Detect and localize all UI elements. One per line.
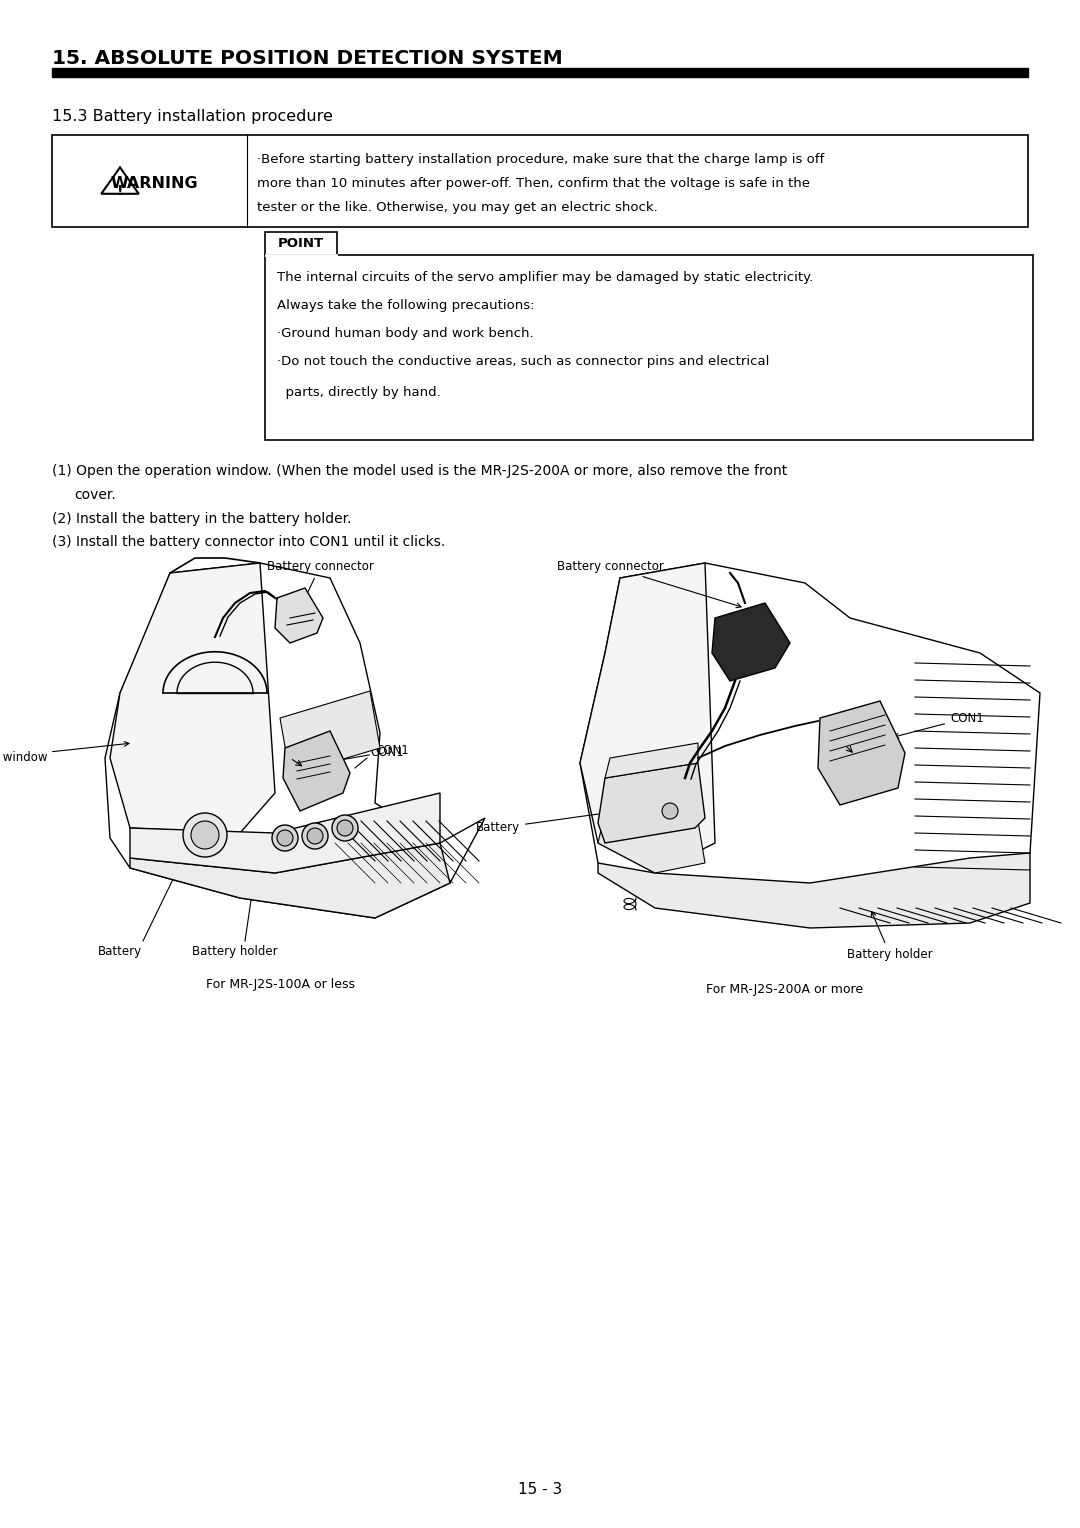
Polygon shape <box>598 853 1030 927</box>
Text: !: ! <box>117 183 123 199</box>
Circle shape <box>183 813 227 857</box>
Text: Operation window: Operation window <box>0 741 129 764</box>
Text: For MR-J2S-200A or more: For MR-J2S-200A or more <box>706 983 864 996</box>
Polygon shape <box>283 730 350 811</box>
Text: CON1: CON1 <box>327 744 408 764</box>
Text: 15. ABSOLUTE POSITION DETECTION SYSTEM: 15. ABSOLUTE POSITION DETECTION SYSTEM <box>52 49 563 67</box>
Polygon shape <box>280 691 380 775</box>
Text: (3) Install the battery connector into CON1 until it clicks.: (3) Install the battery connector into C… <box>52 535 445 549</box>
Text: Battery connector: Battery connector <box>267 559 374 611</box>
Bar <box>265 232 337 255</box>
Polygon shape <box>605 743 698 778</box>
Polygon shape <box>818 701 905 805</box>
Text: The internal circuits of the servo amplifier may be damaged by static electricit: The internal circuits of the servo ampli… <box>276 270 813 284</box>
Text: (1) Open the operation window. (When the model used is the MR-J2S-200A or more, : (1) Open the operation window. (When the… <box>52 465 787 478</box>
Text: parts, directly by hand.: parts, directly by hand. <box>276 385 441 399</box>
Text: Battery holder: Battery holder <box>847 912 933 961</box>
Text: (2) Install the battery in the battery holder.: (2) Install the battery in the battery h… <box>52 512 351 526</box>
Polygon shape <box>130 793 440 872</box>
Polygon shape <box>580 562 1040 923</box>
Circle shape <box>276 830 293 847</box>
Text: Always take the following precautions:: Always take the following precautions: <box>276 299 535 312</box>
Bar <box>52 69 1028 76</box>
Text: Battery: Battery <box>98 944 143 958</box>
Circle shape <box>191 821 219 850</box>
Text: 15 - 3: 15 - 3 <box>518 1482 562 1497</box>
Text: Battery connector: Battery connector <box>556 559 741 608</box>
Text: CON1: CON1 <box>370 747 404 759</box>
Text: POINT: POINT <box>278 237 324 251</box>
Text: CON1: CON1 <box>894 712 984 738</box>
Text: cover.: cover. <box>75 487 116 503</box>
Text: tester or the like. Otherwise, you may get an electric shock.: tester or the like. Otherwise, you may g… <box>257 202 658 214</box>
Text: 15.3 Battery installation procedure: 15.3 Battery installation procedure <box>52 108 333 124</box>
Circle shape <box>307 828 323 843</box>
Circle shape <box>337 821 353 836</box>
Text: WARNING: WARNING <box>110 177 198 191</box>
Polygon shape <box>105 562 485 918</box>
Circle shape <box>272 825 298 851</box>
Polygon shape <box>275 588 323 643</box>
Polygon shape <box>598 762 705 843</box>
Text: ·Before starting battery installation procedure, make sure that the charge lamp : ·Before starting battery installation pr… <box>257 153 824 167</box>
Text: more than 10 minutes after power-off. Then, confirm that the voltage is safe in : more than 10 minutes after power-off. Th… <box>257 177 810 189</box>
Polygon shape <box>110 562 275 833</box>
Text: Battery holder: Battery holder <box>192 944 278 958</box>
Circle shape <box>662 804 678 819</box>
Polygon shape <box>102 168 138 194</box>
Polygon shape <box>712 604 789 681</box>
Bar <box>52 134 1028 228</box>
Circle shape <box>332 814 357 840</box>
Text: For MR-J2S-100A or less: For MR-J2S-100A or less <box>205 978 354 992</box>
Polygon shape <box>598 804 705 872</box>
Circle shape <box>302 824 328 850</box>
Text: ·Do not touch the conductive areas, such as connector pins and electrical: ·Do not touch the conductive areas, such… <box>276 354 769 368</box>
Bar <box>265 255 1032 440</box>
Polygon shape <box>130 843 450 918</box>
Polygon shape <box>580 562 715 872</box>
Text: Battery: Battery <box>476 810 616 834</box>
Text: ·Ground human body and work bench.: ·Ground human body and work bench. <box>276 327 534 341</box>
